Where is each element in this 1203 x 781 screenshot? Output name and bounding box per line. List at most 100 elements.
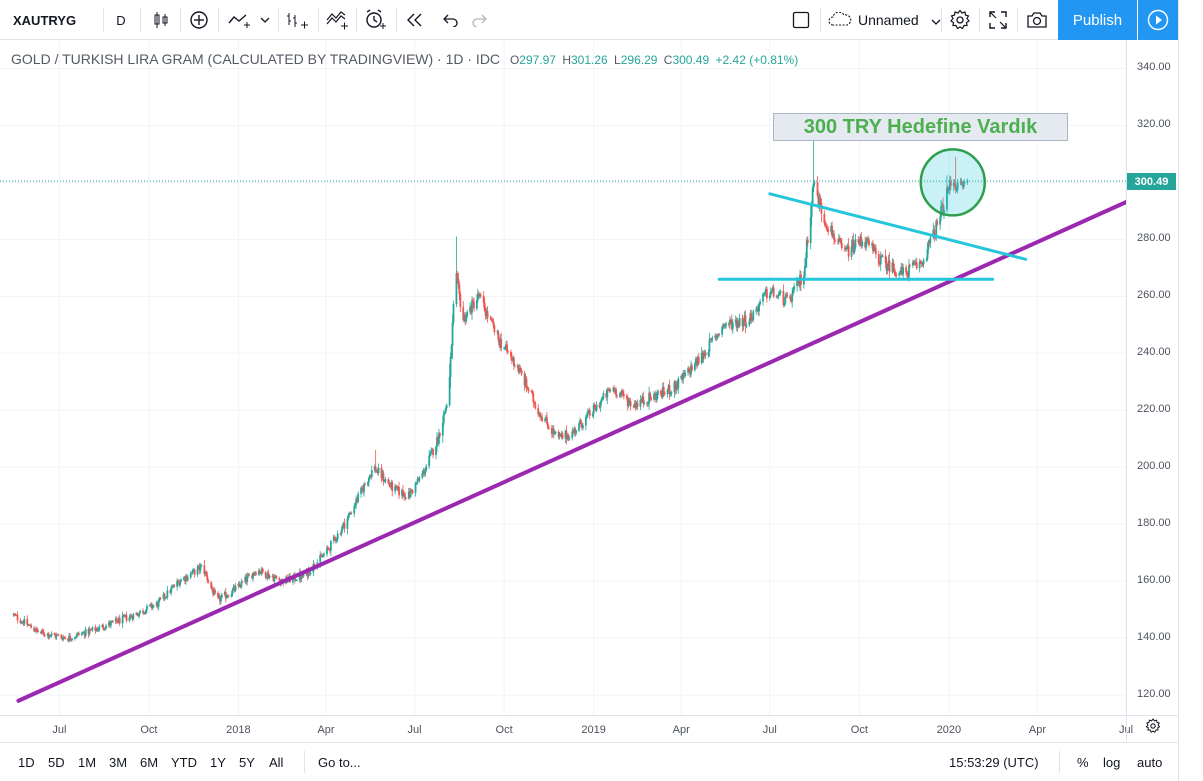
candle-body-down [15,615,18,616]
interval-button[interactable]: D [116,12,126,28]
candle-body-up [586,411,589,415]
toolbar-divider [140,8,141,32]
candle-body-up [349,513,352,514]
candle-body-up [180,579,182,582]
candle-body-down [239,585,242,588]
legend-open: 297.97 [519,53,556,67]
candle-body-up [220,594,223,598]
log-scale-toggle[interactable]: log [1103,754,1121,770]
candle-body-down [63,637,66,638]
candle-body-up [703,352,706,356]
candle-body-down [906,272,908,275]
candle-body-down [90,629,93,631]
candle-body-up [189,573,192,578]
gear-icon[interactable] [1145,718,1161,739]
range-6m[interactable]: 6M [140,754,159,770]
range-3m[interactable]: 3M [109,754,128,770]
candle-body-up [714,335,717,339]
candle-body-up [585,414,588,417]
candle-body-down [864,242,867,248]
candle-body-up [108,622,110,626]
candle-body-up [891,262,894,272]
range-1m[interactable]: 1M [78,754,97,770]
time-axis[interactable]: Jul Oct 2018 Apr Jul Oct 2019 Apr Jul Oct 2020 Apr J… [0,715,1133,742]
candle-body-up [898,273,901,276]
symbol-search-button[interactable]: XAUTRYG [13,12,77,28]
candle-body-up [35,628,37,632]
range-all[interactable]: All [269,754,284,770]
compare-icon[interactable] [282,0,312,40]
candle-body-up [900,267,903,273]
candle-body-up [922,259,925,265]
legend-close: 300.49 [672,53,710,67]
range-5d[interactable]: 5D [48,754,65,770]
camera-icon[interactable] [1022,0,1052,40]
chevron-down-icon[interactable] [256,0,274,40]
candle-body-down [650,397,652,400]
price-axis[interactable]: 340.00320.00300.00280.00260.00240.00220.… [1126,40,1179,715]
candle-body-down [823,213,826,223]
candle-body-down [775,296,778,298]
gear-icon[interactable] [945,0,975,40]
candle-body-up [204,571,207,574]
percent-scale-toggle[interactable]: % [1077,754,1089,770]
range-1y[interactable]: 1Y [210,754,226,770]
layout-name-button[interactable]: Unnamed [826,0,941,40]
candle-body-down [894,271,897,275]
candle-body-down [723,324,725,327]
alert-icon[interactable] [360,0,390,40]
range-1d[interactable]: 1D [18,754,35,770]
candle-body-up [62,637,65,640]
candle-body-up [74,637,76,639]
clock-timezone[interactable]: 15:53:29 (UTC) [949,754,1039,770]
candle-body-down [526,387,529,389]
candle-body-down [184,577,186,582]
candle-body-down [790,299,793,302]
fullscreen-square-icon[interactable] [788,0,814,40]
candle-body-down [915,262,918,269]
fullscreen-icon[interactable] [983,0,1013,40]
candle-body-down [559,434,562,436]
range-ytd[interactable]: YTD [171,754,197,770]
candles-icon[interactable] [146,0,176,40]
candle-body-down [519,368,522,371]
candle-body-up [796,279,798,287]
indicators-icon[interactable] [322,0,352,40]
candle-body-down [251,575,253,579]
candle-body-up [804,258,807,267]
go-to-date-button[interactable]: Go to... [318,754,361,770]
candle-body-down [364,484,366,485]
candle-body-down [102,625,105,629]
play-icon[interactable] [1138,0,1178,40]
candle-body-down [457,278,460,285]
chart-pane[interactable] [0,40,1147,715]
candle-body-down [806,239,809,244]
candle-body-up [656,395,658,401]
candle-body-down [838,237,841,241]
candle-body-up [452,304,455,323]
candle-body-down [640,400,643,402]
candle-body-down [456,273,459,279]
chart-settings-corner[interactable] [1126,715,1178,741]
candle-body-down [715,335,718,339]
candle-body-down [913,262,916,265]
annotation-text-box[interactable]: 300 TRY Hedefine Vardık [773,113,1068,141]
candle-body-up [553,432,556,434]
line-chart-icon[interactable] [224,0,254,40]
candle-body-down [901,267,904,275]
redo-icon[interactable] [466,0,492,40]
candle-body-down [905,267,907,273]
replay-icon[interactable] [400,0,430,40]
undo-icon[interactable] [438,0,464,40]
candle-body-down [111,621,114,622]
candle-body-up [812,183,815,189]
add-indicator-icon[interactable] [184,0,214,40]
price-chart[interactable] [0,40,1147,715]
candle-body-up [881,255,884,257]
candle-body-down [594,406,597,411]
publish-button[interactable]: Publish [1058,0,1137,40]
auto-scale-toggle[interactable]: auto [1137,754,1163,770]
candle-body-down [96,628,99,631]
candle-body-up [373,466,376,471]
range-5y[interactable]: 5Y [239,754,255,770]
